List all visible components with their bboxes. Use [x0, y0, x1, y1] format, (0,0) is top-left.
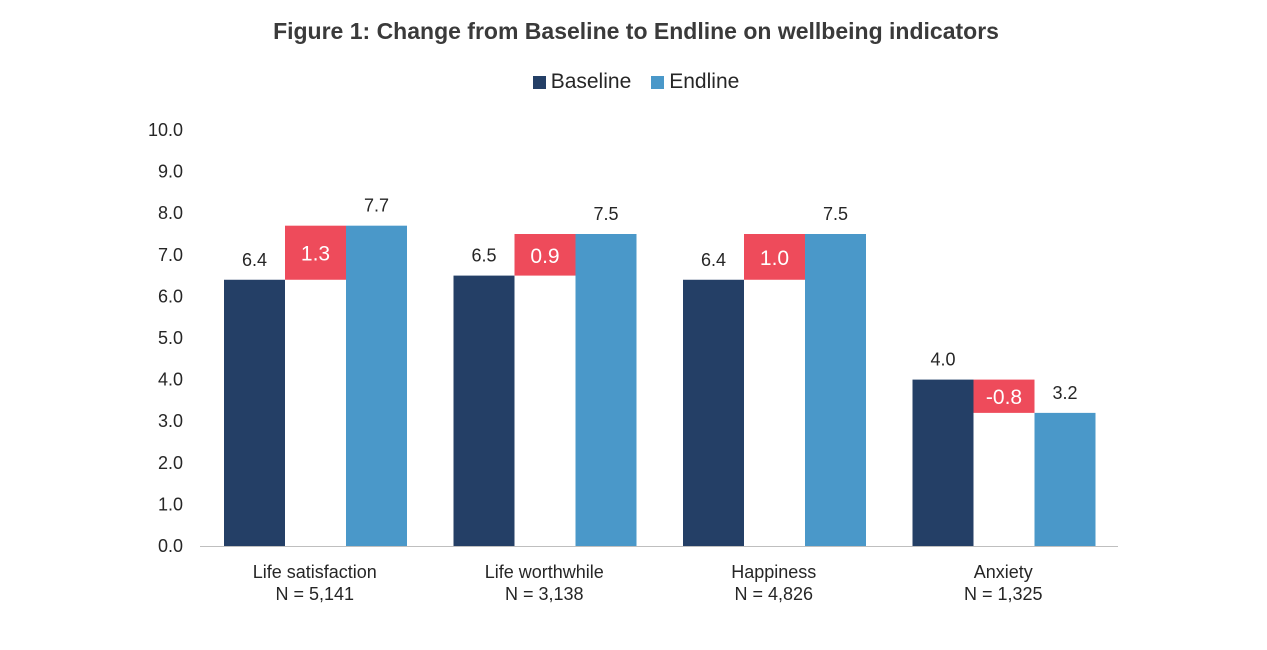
y-tick-label: 5.0: [158, 328, 183, 348]
change-label: -0.8: [986, 386, 1022, 409]
data-label-baseline: 6.4: [701, 250, 726, 270]
legend-label-baseline: Baseline: [550, 70, 632, 93]
data-label-endline: 7.5: [593, 204, 618, 224]
legend-label-endline: Endline: [669, 70, 740, 93]
y-tick-label: 4.0: [158, 370, 183, 390]
category-sublabel: N = 1,325: [964, 584, 1043, 604]
y-tick-label: 9.0: [158, 162, 183, 182]
change-box: [744, 234, 805, 280]
change-label: 1.3: [301, 243, 330, 266]
change-box: [973, 379, 1035, 413]
y-tick-label: 0.0: [158, 536, 183, 556]
y-tick-label: 8.0: [158, 203, 183, 223]
change-label: 0.9: [530, 245, 559, 268]
bar-baseline: [683, 279, 744, 546]
data-label-endline: 3.2: [1052, 383, 1077, 403]
change-box: [514, 234, 576, 276]
y-tick-label: 3.0: [158, 411, 183, 431]
legend: Baseline Endline: [0, 70, 1267, 94]
bar-endline: [1034, 412, 1096, 546]
data-label-baseline: 6.4: [242, 250, 267, 270]
legend-swatch-baseline: [532, 75, 546, 89]
data-label-endline: 7.5: [823, 204, 848, 224]
change-box: [285, 225, 346, 280]
bar-endline: [805, 234, 866, 546]
data-label-baseline: 4.0: [930, 350, 955, 370]
y-tick-label: 2.0: [158, 453, 183, 473]
change-label: 1.0: [760, 247, 789, 270]
category-label: Life worthwhile: [485, 562, 604, 582]
bar-endline: [346, 225, 407, 546]
category-label: Life satisfaction: [253, 562, 377, 582]
data-label-endline: 7.7: [364, 196, 389, 216]
legend-item-baseline: Baseline: [532, 70, 632, 94]
category-sublabel: N = 3,138: [505, 584, 584, 604]
category-sublabel: N = 5,141: [275, 584, 354, 604]
y-tick-label: 1.0: [158, 494, 183, 514]
category-label: Anxiety: [974, 562, 1033, 582]
legend-item-endline: Endline: [651, 70, 739, 94]
bar-endline: [575, 234, 637, 546]
category-label: Happiness: [731, 562, 816, 582]
y-tick-label: 6.0: [158, 286, 183, 306]
bar-baseline: [224, 279, 285, 546]
y-tick-label: 7.0: [158, 245, 183, 265]
category-sublabel: N = 4,826: [734, 584, 813, 604]
y-tick-label: 10.0: [148, 120, 183, 140]
chart-title: Figure 1: Change from Baseline to Endlin…: [273, 18, 999, 44]
data-label-baseline: 6.5: [471, 246, 496, 266]
legend-swatch-endline: [651, 75, 665, 89]
bar-baseline: [453, 275, 515, 546]
bar-baseline: [912, 379, 974, 546]
